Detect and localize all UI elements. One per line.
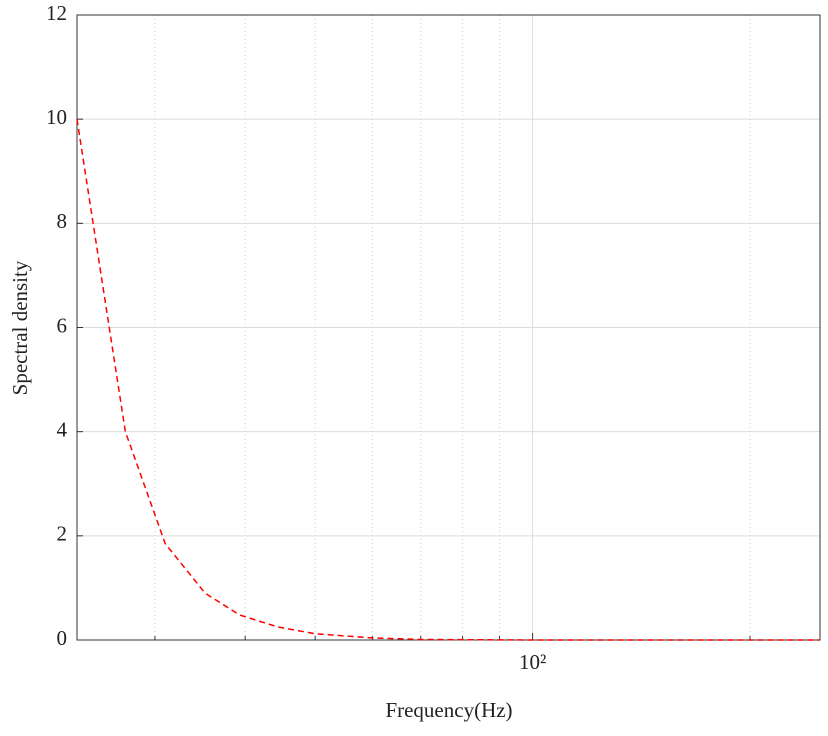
y-tick-label: 4 <box>57 417 68 441</box>
y-tick-label: 10 <box>46 105 67 129</box>
x-tick-label: 10² <box>519 650 546 674</box>
x-axis-label: Frequency(Hz) <box>385 698 512 722</box>
y-tick-label: 2 <box>57 522 68 546</box>
y-axis-label: Spectral density <box>8 260 32 395</box>
data-line <box>76 119 820 641</box>
y-tick-label: 12 <box>46 1 67 25</box>
y-tick-label: 6 <box>57 313 68 337</box>
y-tick-label: 0 <box>57 626 68 650</box>
y-tick-label: 8 <box>57 209 68 233</box>
